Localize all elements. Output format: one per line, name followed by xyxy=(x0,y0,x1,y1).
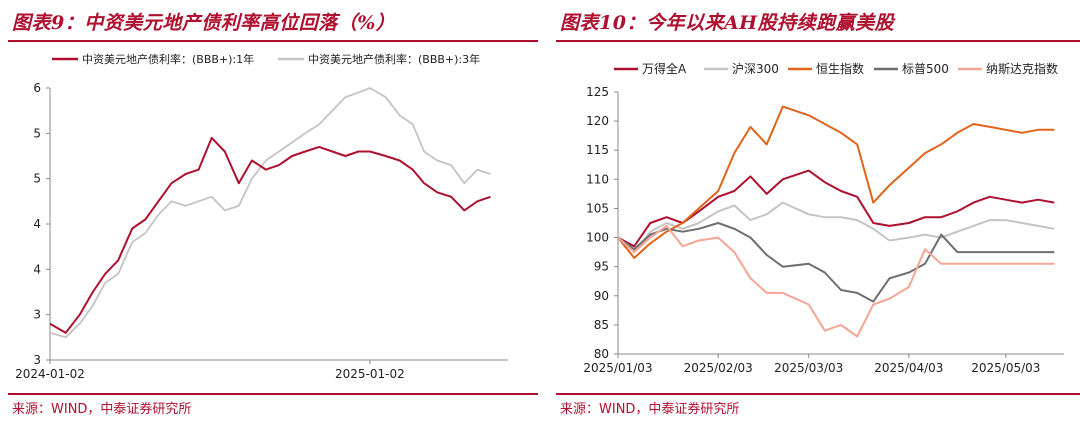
y-tick-label: 100 xyxy=(586,231,609,245)
legend-label: 中资美元地产债利率：(BBB+):1年 xyxy=(82,52,254,66)
rate-line-chart: 3 3 4 4 5 5 6 2024-01-02 2025-01-02 中资美元地产债利率：(BB… xyxy=(15,52,508,381)
x-tick-label: 2025/03/03 xyxy=(774,361,843,375)
y-tick-label: 3 xyxy=(33,353,41,367)
title-rule-right xyxy=(556,40,1080,42)
y-tick-label: 120 xyxy=(586,114,609,128)
y-tick-label: 4 xyxy=(33,262,41,276)
x-tick-label: 2025/02/03 xyxy=(684,361,753,375)
y-tick-label: 3 xyxy=(33,308,41,322)
chart-panel-right: 图表10：今年以来AH股持续跑赢美股 80 85 90 95 100 105 110 115 1… xyxy=(556,0,1080,421)
legend-label: 纳斯达克指数 xyxy=(986,61,1058,76)
y-tick-label: 5 xyxy=(33,126,41,140)
y-tick-label: 95 xyxy=(594,260,609,274)
source-note-left: 来源：WIND，中泰证券研究所 xyxy=(12,402,192,417)
legend-label: 中资美元地产债利率：(BBB+):3年 xyxy=(308,52,480,66)
title-rule-left xyxy=(8,40,538,42)
x-tick-label: 2024-01-02 xyxy=(15,367,85,381)
source-rule-left xyxy=(8,393,538,395)
x-tick-label: 2025-01-02 xyxy=(335,367,405,381)
x-tick-label: 2025/04/03 xyxy=(874,361,943,375)
source-note-right: 来源：WIND，中泰证券研究所 xyxy=(560,402,740,417)
series-line-4 xyxy=(617,222,1055,303)
y-tick-label: 4 xyxy=(33,217,41,231)
y-tick-label: 105 xyxy=(586,201,609,215)
x-tick-label: 2025/05/03 xyxy=(971,361,1040,375)
legend-label: 标普500 xyxy=(902,62,949,76)
legend-label: 恒生指数 xyxy=(816,61,864,76)
y-tick-label: 115 xyxy=(586,143,609,157)
series-line-2 xyxy=(49,87,491,339)
y-tick-label: 110 xyxy=(586,172,609,186)
legend-label: 万得全A xyxy=(642,61,687,76)
chart-title-left: 图表9：中资美元地产债利率高位回落（%） xyxy=(12,12,396,34)
series-line-3 xyxy=(617,105,1055,259)
y-tick-label: 85 xyxy=(594,318,609,332)
y-tick-label: 5 xyxy=(33,172,41,186)
x-tick-label: 2025/01/03 xyxy=(583,361,652,375)
series-line-1 xyxy=(617,169,1055,248)
source-rule-right xyxy=(556,393,1080,395)
series-line-2 xyxy=(617,201,1055,254)
y-tick-label: 90 xyxy=(594,289,609,303)
series-line-5 xyxy=(617,224,1055,338)
y-tick-label: 125 xyxy=(586,85,609,99)
legend-label: 沪深300 xyxy=(732,62,779,76)
index-line-chart: 80 85 90 95 100 105 110 115 120 125 2025/01/03 2025… xyxy=(583,61,1064,375)
chart-title-right: 图表10：今年以来AH股持续跑赢美股 xyxy=(560,12,895,34)
y-tick-label: 80 xyxy=(594,347,609,361)
y-tick-label: 6 xyxy=(33,81,41,95)
series-line-1 xyxy=(49,136,491,334)
chart-panel-left: 图表9：中资美元地产债利率高位回落（%） 3 3 4 4 5 5 6 2024-01-02 20… xyxy=(8,0,538,421)
